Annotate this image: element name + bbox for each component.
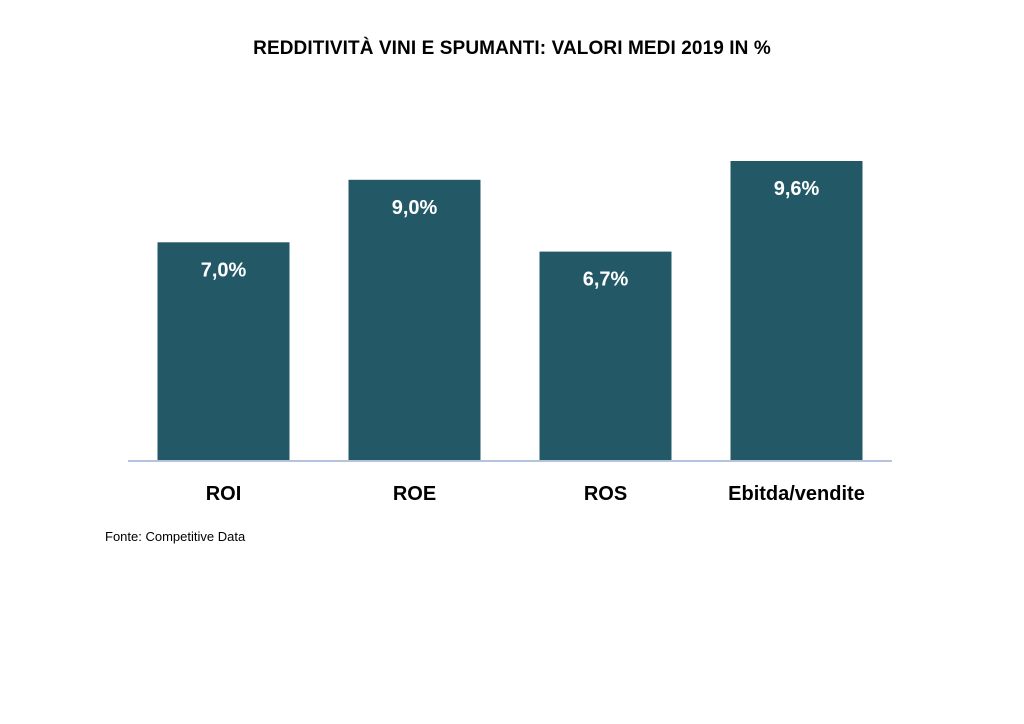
bar-ros: [539, 251, 672, 461]
bar-ebitda-vendite: [730, 161, 863, 461]
category-label: ROI: [206, 483, 242, 505]
category-label: ROE: [393, 483, 436, 505]
source-note: Fonte: Competitive Data: [105, 529, 246, 544]
data-label: 7,0%: [201, 259, 247, 281]
bar-roe: [348, 179, 481, 462]
data-label: 9,6%: [774, 178, 820, 200]
data-label: 9,0%: [392, 197, 438, 219]
bar-roi: [157, 242, 290, 462]
category-label: ROS: [584, 483, 627, 505]
category-label: Ebitda/vendite: [728, 483, 865, 505]
bars-layer: [157, 161, 863, 462]
data-label: 6,7%: [583, 269, 629, 291]
chart-title: REDDITIVITÀ VINI E SPUMANTI: VALORI MEDI…: [253, 38, 771, 59]
labels-layer: 7,0% ROI 9,0% ROE 6,7% ROS 9,6% Ebitda/vendite: [201, 178, 865, 505]
